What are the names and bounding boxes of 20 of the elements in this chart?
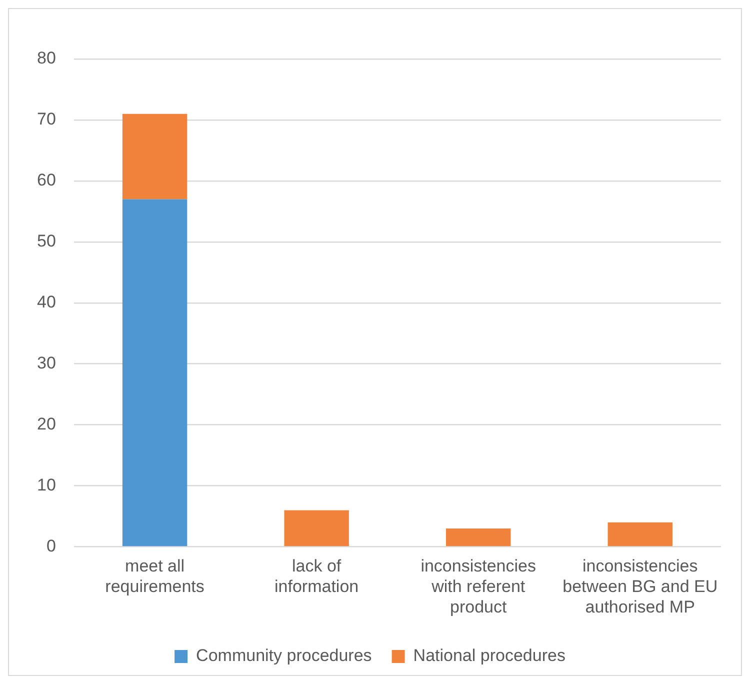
y-tick-label: 80 [36, 48, 56, 68]
y-tick-label: 40 [36, 292, 56, 312]
bar [122, 199, 188, 546]
y-tick-label: 0 [46, 536, 56, 556]
y-tick-label: 60 [36, 170, 56, 190]
legend-label: National procedures [413, 646, 566, 666]
x-tick-label: inconsistencies with referent product [420, 556, 536, 616]
y-tick-label: 70 [36, 110, 56, 129]
x-tick-label: meet all requirements [105, 556, 204, 596]
y-tick-label: 10 [36, 476, 56, 495]
y-tick-label: 20 [36, 414, 56, 434]
y-tick-label: 50 [36, 232, 56, 251]
y-tick-label: 30 [36, 354, 56, 373]
bar [284, 510, 349, 546]
legend-label: Community procedures [196, 646, 372, 666]
bar [122, 114, 188, 200]
x-tick-label: lack of information [274, 556, 359, 596]
x-tick-label: inconsistencies between BG and EU authorised MP [562, 556, 718, 616]
bar [446, 528, 511, 546]
bar [608, 522, 672, 546]
